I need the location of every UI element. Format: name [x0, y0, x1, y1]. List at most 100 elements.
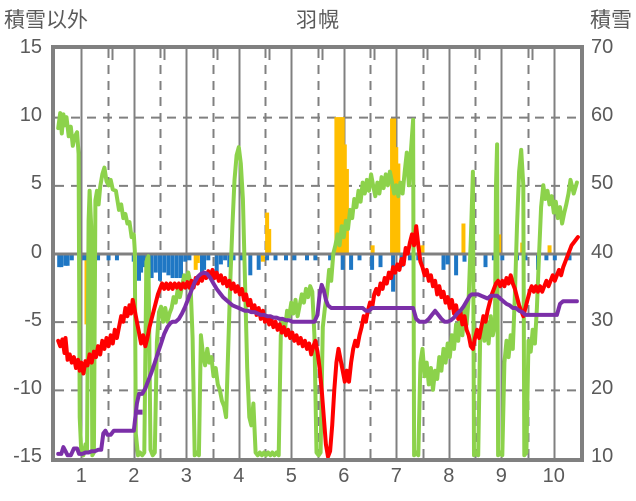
bar-2 [63, 253, 68, 266]
left-tick-15: 15 [19, 36, 42, 58]
bar-25 [200, 253, 204, 276]
bar-30 [223, 253, 228, 261]
bar-26 [202, 253, 207, 270]
bar-34 [248, 253, 253, 276]
bar-16 [153, 253, 158, 273]
right-tick-10: 10 [591, 445, 614, 467]
bar-1 [59, 253, 64, 268]
right-tick-40: 40 [591, 240, 614, 263]
bar-10 [334, 117, 339, 254]
bar-29 [218, 253, 223, 265]
right-tick-60: 60 [591, 104, 614, 127]
bar-33 [239, 253, 244, 261]
left-tick-10: 10 [19, 104, 42, 127]
bar-42 [328, 253, 333, 261]
bar-22 [461, 223, 466, 254]
bar-62 [544, 253, 549, 261]
bar-58 [500, 253, 505, 261]
bar-41 [313, 253, 318, 261]
bar-63 [552, 253, 557, 261]
bar-7 [265, 212, 270, 254]
bar-4 [193, 253, 198, 270]
plot-area [51, 45, 584, 462]
bar-20 [170, 253, 175, 279]
bar-44 [349, 253, 354, 270]
bar-5 [195, 253, 200, 264]
plot-inner [55, 49, 580, 458]
bar-21 [420, 245, 425, 254]
x-tick-2: 2 [128, 465, 140, 487]
bar-14 [342, 144, 347, 254]
chart-title: 羽幌 [296, 9, 340, 32]
x-tick-7: 7 [390, 465, 402, 487]
bar-21 [174, 253, 179, 279]
bar-15 [344, 168, 349, 254]
bar-16 [370, 245, 375, 254]
bar-56 [483, 253, 488, 268]
top-tick-marks [111, 49, 534, 60]
bar-15 [149, 253, 154, 279]
bar-46 [370, 253, 375, 270]
bar-11 [137, 253, 141, 281]
bar-52 [441, 253, 446, 270]
bar-3 [65, 253, 70, 266]
bar-45 [357, 253, 362, 261]
bar-17 [158, 253, 162, 281]
bar-54 [454, 253, 459, 276]
bar-37 [273, 253, 278, 261]
bar-7 [96, 253, 101, 261]
bar-55 [462, 253, 467, 262]
bar-9 [114, 253, 119, 261]
bar-11 [336, 117, 341, 254]
right-tick-70: 70 [591, 36, 614, 58]
bar-8 [106, 253, 111, 261]
red-line [56, 224, 580, 458]
purple-dot [135, 409, 143, 415]
x-tick-10: 10 [542, 465, 565, 487]
bar-32 [231, 253, 236, 261]
bar-19 [394, 147, 399, 254]
bar-53 [445, 253, 450, 265]
bar-8 [267, 228, 272, 254]
bar-13 [340, 117, 345, 254]
x-tick-8: 8 [443, 465, 455, 487]
bar-27 [206, 253, 211, 261]
bar-38 [284, 253, 288, 261]
bar-36 [265, 253, 270, 261]
right-tick-20: 20 [591, 376, 614, 399]
bar-22 [179, 253, 183, 279]
bar-0 [57, 253, 62, 268]
bar-39 [292, 253, 297, 261]
bar-13 [141, 253, 146, 268]
bar-18 [162, 253, 167, 273]
left-tick--15: -15 [13, 445, 42, 467]
bar-6 [260, 253, 265, 262]
right-tick-30: 30 [591, 308, 614, 331]
x-tick-3: 3 [180, 465, 192, 487]
purple-line [56, 270, 579, 458]
bar-19 [166, 253, 171, 276]
chart-canvas [55, 49, 580, 458]
bar-5 [82, 253, 87, 261]
bar-50 [407, 253, 412, 261]
x-tick-4: 4 [233, 465, 245, 487]
bar-23 [183, 253, 188, 262]
x-tick-5: 5 [285, 465, 297, 487]
x-tick-1: 1 [75, 465, 87, 487]
left-tick--5: -5 [24, 308, 42, 331]
bar-24 [187, 253, 192, 261]
left-tick--10: -10 [13, 376, 42, 399]
bar-64 [567, 253, 572, 261]
left-tick-0: 0 [30, 240, 42, 263]
bar-43 [340, 253, 345, 270]
bar-12 [139, 253, 144, 273]
bar-47 [378, 253, 383, 268]
bar-27 [547, 245, 552, 254]
bar-20 [396, 163, 401, 254]
x-tick-6: 6 [338, 465, 350, 487]
right-axis-unit-label: 積雪 [590, 9, 632, 32]
left-tick-5: 5 [30, 172, 42, 195]
green-line [56, 111, 579, 458]
bar-40 [305, 253, 309, 261]
